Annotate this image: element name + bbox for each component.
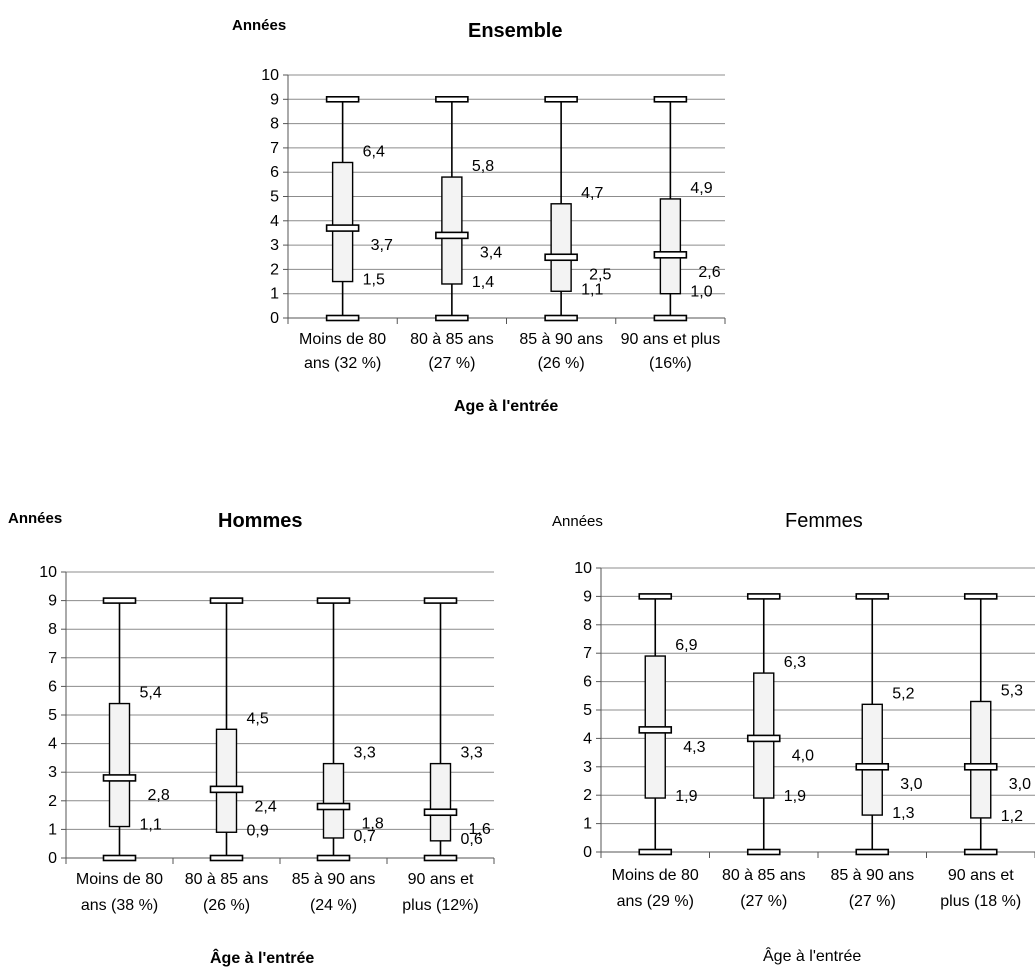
q1-label: 1,9	[675, 788, 697, 805]
y-tick-label: 9	[583, 588, 592, 605]
x-category-label: Moins de 80	[612, 867, 699, 884]
median-marker	[639, 727, 671, 733]
median-marker	[856, 764, 888, 770]
y-tick-label: 1	[583, 816, 592, 833]
max-cap	[639, 594, 671, 599]
y-tick-label: 8	[583, 617, 592, 634]
max-cap	[856, 594, 888, 599]
median-label: 3,0	[1009, 776, 1031, 793]
median-label: 3,0	[900, 776, 922, 793]
min-cap	[639, 850, 671, 855]
x-category-label: 90 ans et	[948, 867, 1014, 884]
y-tick-label: 2	[583, 787, 592, 804]
q1-label: 1,2	[1001, 808, 1023, 825]
y-tick-label: 0	[583, 844, 592, 861]
y-tick-label: 10	[574, 560, 592, 577]
x-category-label: (27 %)	[849, 893, 896, 910]
q3-label: 5,2	[892, 685, 914, 702]
y-tick-label: 7	[583, 645, 592, 662]
q1-label: 1,9	[784, 788, 806, 805]
min-cap	[965, 850, 997, 855]
median-label: 4,0	[792, 747, 814, 764]
y-tick-label: 4	[583, 730, 592, 747]
median-label: 4,3	[683, 739, 705, 756]
q3-label: 6,9	[675, 637, 697, 654]
iqr-box	[971, 701, 991, 817]
q3-label: 6,3	[784, 654, 806, 671]
median-marker	[748, 735, 780, 741]
x-category-label: (27 %)	[740, 893, 787, 910]
x-category-label: 85 à 90 ans	[830, 867, 914, 884]
y-tick-label: 3	[583, 759, 592, 776]
x-category-label: ans (29 %)	[617, 893, 694, 910]
x-category-label: plus (18 %)	[940, 893, 1021, 910]
median-marker	[965, 764, 997, 770]
max-cap	[748, 594, 780, 599]
iqr-box	[862, 704, 882, 815]
min-cap	[748, 850, 780, 855]
q3-label: 5,3	[1001, 682, 1023, 699]
y-tick-label: 6	[583, 674, 592, 691]
y-tick-label: 5	[583, 702, 592, 719]
x-category-label: 80 à 85 ans	[722, 867, 806, 884]
min-cap	[856, 850, 888, 855]
max-cap	[965, 594, 997, 599]
q1-label: 1,3	[892, 805, 914, 822]
